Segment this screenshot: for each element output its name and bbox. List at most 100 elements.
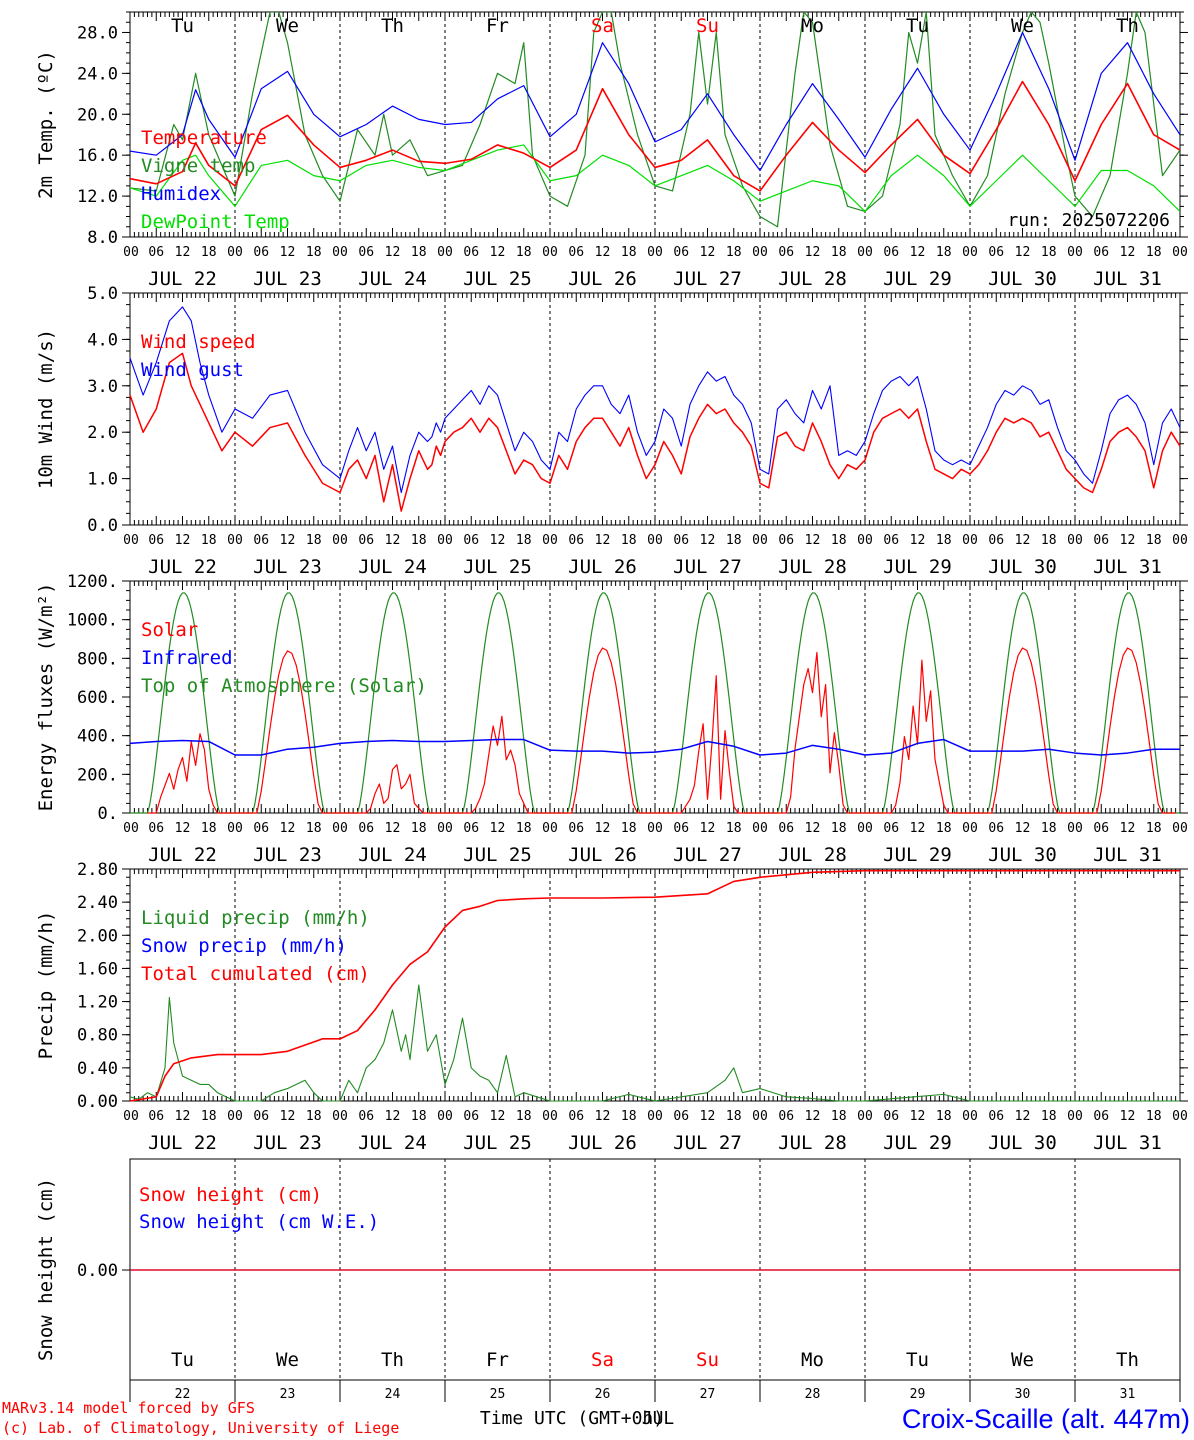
- temp-hour-label: 12: [175, 245, 191, 260]
- wind-hour-label: 18: [201, 533, 217, 548]
- energy-hour-label: 18: [936, 821, 952, 836]
- temp-y-tick-label: 24.0: [77, 64, 118, 84]
- temp-hour-label: 00: [227, 245, 243, 260]
- energy-hour-label: 18: [726, 821, 742, 836]
- energy-hour-label: 12: [385, 821, 401, 836]
- run-label: run: 2025072206: [1007, 210, 1170, 231]
- precip-hour-label: 12: [175, 1109, 191, 1124]
- precip-hour-label: 00: [227, 1109, 243, 1124]
- wind-hour-label: 12: [280, 533, 296, 548]
- temp-hour-label: 00: [1067, 245, 1083, 260]
- energy-x-ticks-top: [129, 581, 1181, 590]
- energy-hour-label: 18: [516, 821, 532, 836]
- precip-y-tick-label: 0.40: [77, 1059, 118, 1079]
- temp-date-label: JUL 28: [778, 268, 847, 290]
- snow-y-axis-label: Snow height (cm): [35, 1178, 57, 1361]
- energy-line-solar: [147, 647, 1176, 814]
- energy-date-label: JUL 27: [673, 844, 742, 866]
- precip-hour-label: 06: [253, 1109, 269, 1124]
- station-title: Croix-Scaille (alt. 447m): [902, 1404, 1190, 1434]
- temp-hour-label: 12: [595, 245, 611, 260]
- temp-hour-label: 18: [726, 245, 742, 260]
- precip-hour-label: 06: [1093, 1109, 1109, 1124]
- temp-hour-label: 00: [437, 245, 453, 260]
- energy-hour-label: 12: [910, 821, 926, 836]
- energy-hour-label: 18: [411, 821, 427, 836]
- temp-legend-humidex: Humidex: [141, 183, 221, 205]
- temp-hour-label: 06: [673, 245, 689, 260]
- temp-hour-label: 12: [910, 245, 926, 260]
- temp-y-tick-label: 20.0: [77, 105, 118, 125]
- temp-y-tick-label: 16.0: [77, 146, 118, 166]
- wind-hour-label: 00: [227, 533, 243, 548]
- snow-weekday-label: Su: [696, 1349, 719, 1371]
- temp-hour-label: 00: [647, 245, 663, 260]
- precip-hour-label: 00: [1067, 1109, 1083, 1124]
- wind-hour-label: 18: [1041, 533, 1057, 548]
- energy-hour-label: 18: [1146, 821, 1162, 836]
- precip-hour-label: 18: [1146, 1109, 1162, 1124]
- snow-weekday-label: Tu: [906, 1349, 929, 1371]
- wind-date-label: JUL 23: [253, 556, 322, 578]
- wind-hour-label: 12: [595, 533, 611, 548]
- precip-hour-label: 18: [726, 1109, 742, 1124]
- precip-date-label: JUL 30: [988, 1132, 1057, 1154]
- temp-hour-label: 00: [857, 245, 873, 260]
- energy-hour-label: 06: [883, 821, 899, 836]
- wind-legend-wind-gust: Wind gust: [141, 359, 244, 381]
- energy-hour-label: 12: [280, 821, 296, 836]
- temp-hour-label: 12: [490, 245, 506, 260]
- temp-hour-label: 06: [253, 245, 269, 260]
- wind-hour-label: 12: [1120, 533, 1136, 548]
- energy-hour-label: 12: [490, 821, 506, 836]
- temp-hour-label: 18: [306, 245, 322, 260]
- wind-legend-wind-speed: Wind speed: [141, 331, 255, 353]
- snow-weekday-label: Th: [1116, 1349, 1139, 1371]
- wind-y-axis-label: 10m Wind (m/s): [35, 329, 57, 489]
- precip-date-label: JUL 31: [1093, 1132, 1162, 1154]
- precip-hour-label: 12: [700, 1109, 716, 1124]
- precip-y-tick-label: 1.20: [77, 993, 118, 1013]
- day-number-label: 23: [280, 1387, 296, 1402]
- precip-hour-label: 18: [1041, 1109, 1057, 1124]
- energy-hour-label: 06: [568, 821, 584, 836]
- energy-hour-label: 00: [332, 821, 348, 836]
- wind-hour-label: 00: [857, 533, 873, 548]
- temp-hour-label: 12: [280, 245, 296, 260]
- precip-hour-label: 00: [962, 1109, 978, 1124]
- precip-y-tick-label: 2.80: [77, 860, 118, 880]
- model-credit: MARv3.14 model forced by GFS: [2, 1399, 255, 1417]
- temp-y-tick-label: 12.0: [77, 187, 118, 207]
- wind-hour-label: 06: [1093, 533, 1109, 548]
- wind-hour-label: 00: [123, 533, 139, 548]
- precip-line-liquid: [129, 984, 1180, 1102]
- precip-date-label: JUL 24: [358, 1132, 427, 1154]
- temp-y-axis-label: 2m Temp. (ºC): [35, 50, 57, 199]
- temp-hour-label: 06: [568, 245, 584, 260]
- temp-weekday-label: Th: [381, 15, 404, 37]
- energy-date-label: JUL 25: [463, 844, 532, 866]
- energy-date-label: JUL 26: [568, 844, 637, 866]
- wind-hour-label: 18: [411, 533, 427, 548]
- wind-hour-label: 06: [463, 533, 479, 548]
- wind-x-ticks-bottom: [129, 516, 1181, 525]
- precip-hour-label: 06: [148, 1109, 164, 1124]
- temp-y-tick-label: 28.0: [77, 23, 118, 43]
- wind-hour-label: 18: [831, 533, 847, 548]
- wind-hour-label: 06: [568, 533, 584, 548]
- temp-weekday-label: Tu: [906, 15, 929, 37]
- precip-date-label: JUL 22: [148, 1132, 217, 1154]
- energy-date-label: JUL 30: [988, 844, 1057, 866]
- temp-hour-label: 00: [962, 245, 978, 260]
- lab-credit: (c) Lab. of Climatology, University of L…: [2, 1419, 399, 1437]
- temp-date-label: JUL 29: [883, 268, 952, 290]
- temp-weekday-label: Th: [1116, 15, 1139, 37]
- temp-hour-label: 12: [385, 245, 401, 260]
- wind-y-tick-label: 5.0: [87, 284, 118, 304]
- wind-hour-label: 06: [988, 533, 1004, 548]
- energy-hour-label: 00: [123, 821, 139, 836]
- energy-y-tick-label: 200.: [77, 765, 118, 785]
- precip-panel: 0.00 0.40 0.80 1.20 1.60 2.00 2.40 2.80 Precip (…: [35, 860, 1188, 1154]
- energy-hour-label: 12: [595, 821, 611, 836]
- energy-hour-label: 00: [857, 821, 873, 836]
